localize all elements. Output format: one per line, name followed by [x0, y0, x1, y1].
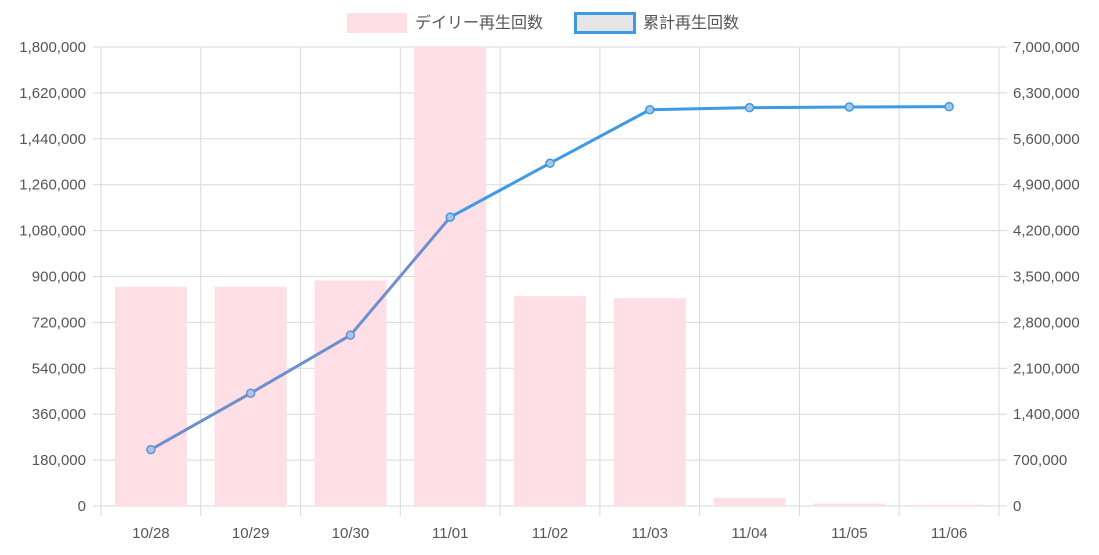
y-right-tick-label: 2,800,000 [1013, 314, 1080, 331]
bar-11-06[interactable] [913, 505, 985, 506]
y-right-tick-label: 7,000,000 [1013, 39, 1080, 56]
y-right-tick-label: 5,600,000 [1013, 131, 1080, 148]
bar-11-05[interactable] [813, 503, 885, 506]
x-tick-label: 10/28 [132, 525, 170, 542]
y-right-tick-label: 6,300,000 [1013, 85, 1080, 102]
y-right-tick-label: 1,400,000 [1013, 406, 1080, 423]
x-tick-label: 11/01 [432, 525, 468, 542]
legend-item-cumulative[interactable]: 累計再生回数 [576, 14, 740, 33]
legend-swatch-daily [347, 13, 407, 33]
legend: デイリー再生回数 累計再生回数 [347, 13, 739, 33]
x-tick-label: 11/03 [632, 525, 668, 542]
line-point-11-01[interactable] [446, 213, 454, 221]
line-point-11-04[interactable] [746, 104, 754, 112]
y-axis-left: 1,800,000 1,620,000 1,440,000 1,260,000 1,08… [19, 39, 101, 515]
x-tick-label: 11/05 [831, 525, 867, 542]
y-axis-right: 7,000,000 6,300,000 5,600,000 4,900,000 4,20… [999, 39, 1080, 515]
bar-10-28[interactable] [115, 287, 187, 506]
y-left-tick-label: 1,440,000 [19, 131, 86, 148]
y-left-tick-label: 360,000 [32, 406, 86, 423]
x-axis: 10/28 10/29 10/30 11/01 11/02 11/03 11/04 11/05… [132, 525, 967, 542]
y-right-tick-label: 2,100,000 [1013, 360, 1080, 377]
x-tick-label: 11/02 [532, 525, 568, 542]
legend-swatch-cumulative [576, 14, 635, 33]
y-left-tick-label: 900,000 [32, 269, 86, 286]
x-tick-label: 10/30 [332, 525, 370, 542]
line-point-10-30[interactable] [346, 331, 354, 339]
y-left-tick-label: 720,000 [32, 314, 86, 331]
y-left-tick-label: 0 [78, 498, 86, 515]
y-left-tick-label: 1,800,000 [19, 39, 86, 56]
legend-label-cumulative: 累計再生回数 [643, 14, 739, 32]
y-right-tick-label: 700,000 [1013, 452, 1067, 469]
line-point-11-06[interactable] [945, 103, 953, 111]
y-left-tick-label: 180,000 [32, 452, 86, 469]
bar-11-02[interactable] [514, 296, 586, 506]
line-point-10-29[interactable] [247, 389, 255, 397]
y-left-tick-label: 1,620,000 [19, 85, 86, 102]
bar-10-30[interactable] [314, 280, 386, 506]
legend-label-daily: デイリー再生回数 [415, 13, 543, 32]
y-left-tick-label: 1,260,000 [19, 177, 86, 194]
y-right-tick-label: 3,500,000 [1013, 269, 1080, 286]
line-segment [650, 108, 750, 110]
legend-item-daily[interactable]: デイリー再生回数 [347, 13, 543, 33]
x-tick-label: 10/29 [232, 525, 270, 542]
line-segment [750, 107, 850, 108]
bar-11-04[interactable] [714, 498, 786, 506]
x-tick-label: 11/04 [731, 525, 767, 542]
line-point-10-28[interactable] [147, 446, 155, 454]
y-left-tick-label: 1,080,000 [19, 223, 86, 240]
y-left-tick-label: 540,000 [32, 360, 86, 377]
bar-11-01[interactable] [414, 47, 486, 506]
y-right-tick-label: 4,200,000 [1013, 223, 1080, 240]
y-right-tick-label: 0 [1013, 498, 1021, 515]
x-tick-label: 11/06 [931, 525, 967, 542]
bar-11-03[interactable] [614, 298, 686, 506]
y-right-tick-label: 4,900,000 [1013, 177, 1080, 194]
line-point-11-02[interactable] [546, 159, 554, 167]
line-point-11-05[interactable] [845, 103, 853, 111]
line-point-11-03[interactable] [646, 106, 654, 114]
